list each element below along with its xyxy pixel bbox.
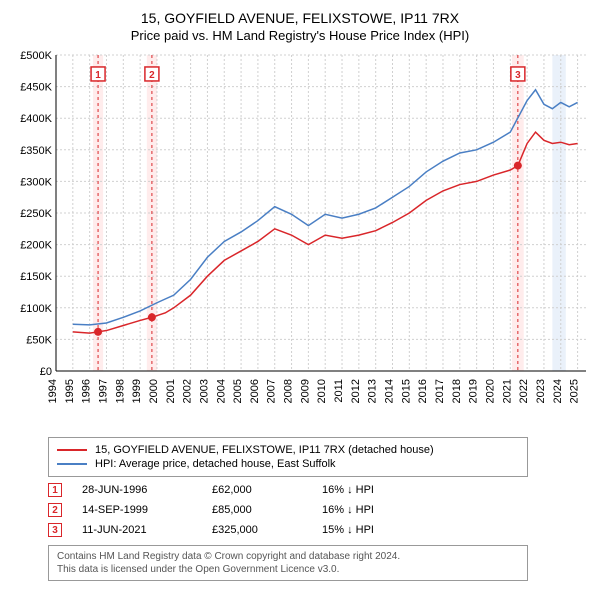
x-tick-label: 1994	[47, 379, 59, 403]
x-tick-label: 2012	[350, 379, 362, 403]
legend-row: HPI: Average price, detached house, East…	[57, 458, 519, 470]
event-marker: 3	[48, 523, 62, 537]
x-tick-label: 2024	[552, 379, 564, 403]
y-tick-label: £300K	[20, 176, 52, 188]
y-tick-label: £200K	[20, 240, 52, 252]
series-dot	[514, 162, 522, 170]
x-tick-label: 2004	[215, 379, 227, 403]
x-tick-label: 1998	[114, 379, 126, 403]
x-tick-label: 2011	[333, 379, 345, 403]
x-tick-label: 2013	[367, 379, 379, 403]
event-date: 14-SEP-1999	[82, 504, 192, 516]
event-date: 28-JUN-1996	[82, 484, 192, 496]
x-tick-label: 2010	[316, 379, 328, 403]
y-tick-label: £100K	[20, 303, 52, 315]
y-tick-label: £450K	[20, 82, 52, 94]
x-tick-label: 1997	[97, 379, 109, 403]
x-tick-label: 2018	[451, 379, 463, 403]
license-line-1: Contains HM Land Registry data © Crown c…	[57, 550, 519, 563]
x-tick-label: 2015	[400, 379, 412, 403]
line-chart: £0 £50K £100K £150K £200K £250K £300K £350K £400…	[8, 51, 592, 431]
event-price: £62,000	[212, 484, 302, 496]
page-subtitle: Price paid vs. HM Land Registry's House …	[8, 28, 592, 43]
chart-band	[552, 55, 565, 371]
x-tick-label: 2022	[518, 379, 530, 403]
y-tick-label: £500K	[20, 51, 52, 62]
license-line-2: This data is licensed under the Open Gov…	[57, 563, 519, 576]
chart-container: £0 £50K £100K £150K £200K £250K £300K £350K £400…	[8, 51, 592, 431]
x-tick-label: 2016	[417, 379, 429, 403]
x-tick-label: 2007	[266, 379, 278, 403]
event-row: 1 28-JUN-1996 £62,000 16% ↓ HPI	[48, 483, 528, 497]
series-dot	[148, 313, 156, 321]
x-tick-label: 2009	[299, 379, 311, 403]
legend: 15, GOYFIELD AVENUE, FELIXSTOWE, IP11 7R…	[48, 437, 528, 477]
y-tick-label: £400K	[20, 113, 52, 125]
page-title: 15, GOYFIELD AVENUE, FELIXSTOWE, IP11 7R…	[8, 10, 592, 26]
x-tick-label: 2017	[434, 379, 446, 403]
x-tick-label: 1995	[64, 379, 76, 403]
x-tick-label: 2005	[232, 379, 244, 403]
x-tick-label: 2008	[283, 379, 295, 403]
event-price: £325,000	[212, 524, 302, 536]
event-delta: 16% ↓ HPI	[322, 484, 374, 496]
event-delta: 16% ↓ HPI	[322, 504, 374, 516]
x-tick-label: 2025	[569, 379, 581, 403]
x-tick-label: 2021	[501, 379, 513, 403]
x-tick-label: 1999	[131, 379, 143, 403]
event-marker: 1	[48, 483, 62, 497]
legend-label: 15, GOYFIELD AVENUE, FELIXSTOWE, IP11 7R…	[95, 444, 434, 456]
series-dot	[94, 328, 102, 336]
license-notice: Contains HM Land Registry data © Crown c…	[48, 545, 528, 581]
x-tick-label: 2003	[198, 379, 210, 403]
event-table: 1 28-JUN-1996 £62,000 16% ↓ HPI 2 14-SEP-1999…	[48, 483, 528, 537]
event-price: £85,000	[212, 504, 302, 516]
event-date: 11-JUN-2021	[82, 524, 192, 536]
y-tick-label: £50K	[26, 334, 52, 346]
legend-swatch	[57, 463, 87, 465]
event-marker: 2	[48, 503, 62, 517]
legend-label: HPI: Average price, detached house, East…	[95, 458, 336, 470]
y-tick-label: £0	[40, 366, 52, 378]
y-tick-label: £250K	[20, 208, 52, 220]
x-tick-label: 1996	[81, 379, 93, 403]
event-row: 3 11-JUN-2021 £325,000 15% ↓ HPI	[48, 523, 528, 537]
y-tick-label: £150K	[20, 271, 52, 283]
y-tick-label: £350K	[20, 145, 52, 157]
event-row: 2 14-SEP-1999 £85,000 16% ↓ HPI	[48, 503, 528, 517]
event-marker-num: 2	[149, 70, 155, 81]
legend-swatch	[57, 449, 87, 451]
event-delta: 15% ↓ HPI	[322, 524, 374, 536]
x-tick-label: 2023	[535, 379, 547, 403]
x-tick-label: 2002	[182, 379, 194, 403]
event-marker-num: 3	[515, 70, 521, 81]
x-tick-label: 2001	[165, 379, 177, 403]
x-tick-label: 2014	[384, 379, 396, 403]
x-tick-label: 2006	[249, 379, 261, 403]
x-tick-label: 2000	[148, 379, 160, 403]
x-tick-label: 2020	[484, 379, 496, 403]
x-tick-label: 2019	[468, 379, 480, 403]
event-marker-num: 1	[95, 70, 101, 81]
legend-row: 15, GOYFIELD AVENUE, FELIXSTOWE, IP11 7R…	[57, 444, 519, 456]
